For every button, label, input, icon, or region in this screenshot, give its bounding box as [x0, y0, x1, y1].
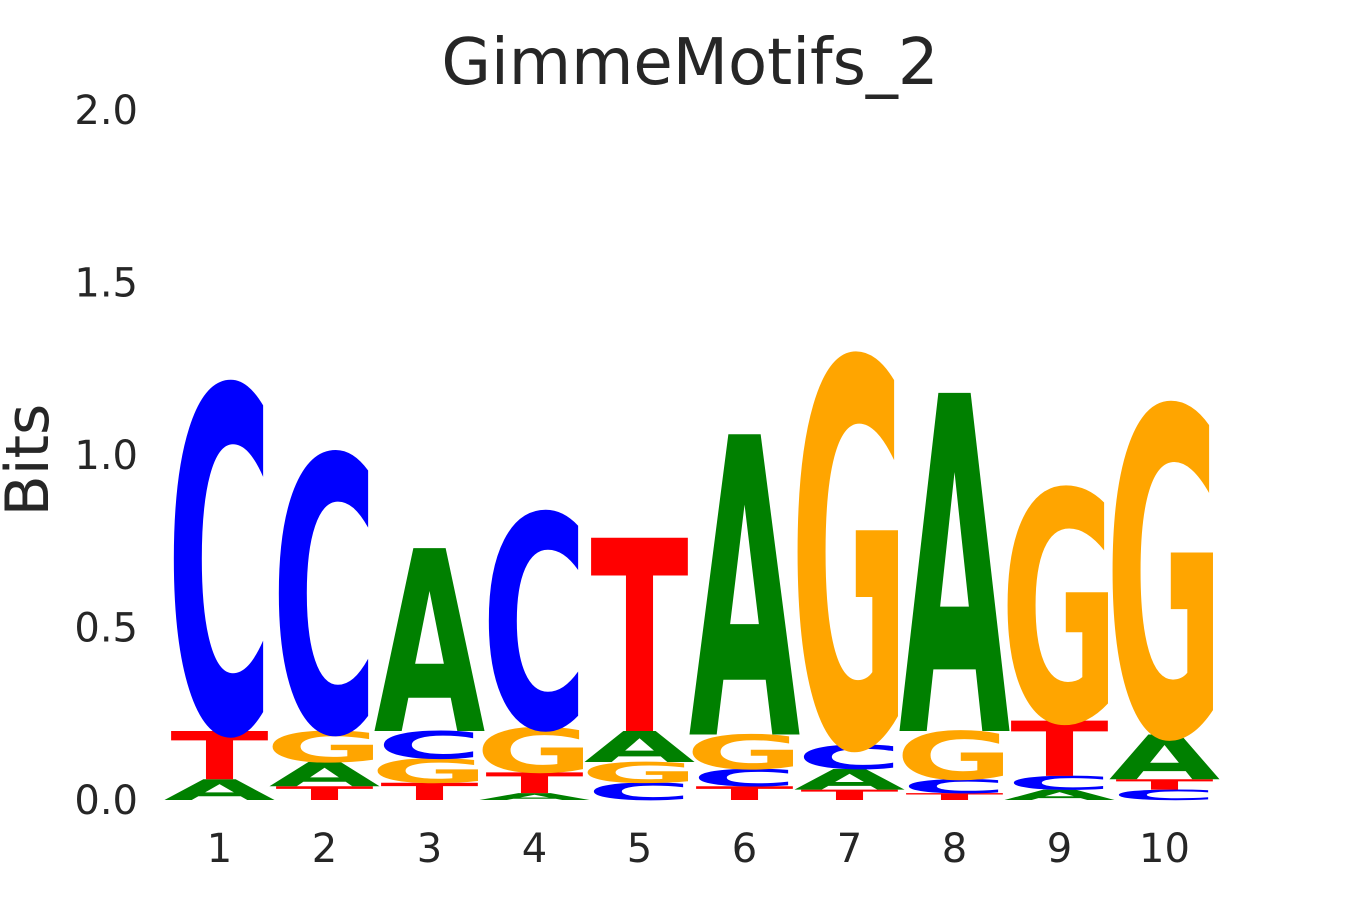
- logo-letter-A: A: [1004, 787, 1115, 804]
- x-tick-label: 8: [942, 826, 967, 872]
- x-tick-label: 10: [1139, 826, 1190, 872]
- logo-letter-T: T: [275, 783, 373, 805]
- logo-letter-A: A: [1109, 723, 1221, 795]
- logo-letter-T: T: [905, 791, 1004, 802]
- y-axis-ticks: 0.0 0.5 1.0 1.5 2.0: [74, 88, 138, 824]
- logo-letter-T: T: [800, 787, 899, 804]
- logo-letter-C: C: [1007, 772, 1113, 794]
- x-tick-label: 2: [312, 826, 337, 872]
- logo-letter-A: A: [899, 300, 1012, 840]
- logo-letter-C: C: [272, 379, 378, 820]
- logo-letter-G: G: [370, 752, 488, 791]
- x-tick-label: 7: [837, 826, 862, 872]
- x-tick-label: 1: [207, 826, 232, 872]
- x-tick-label: 3: [417, 826, 442, 872]
- logo-letter-A: A: [164, 774, 275, 807]
- y-axis-label: Bits: [0, 404, 63, 517]
- logo-letter-G: G: [685, 726, 803, 781]
- y-tick-label: 1.0: [74, 433, 138, 479]
- logo-letter-C: C: [692, 764, 798, 792]
- x-tick-label: 6: [732, 826, 757, 872]
- logo-letter-T: T: [380, 778, 478, 806]
- logo-letter-T: T: [590, 486, 688, 794]
- x-tick-label: 4: [522, 826, 547, 872]
- logo-letter-A: A: [584, 723, 695, 773]
- logo-letter-G: G: [580, 757, 698, 790]
- logo-letter-G: G: [475, 716, 593, 788]
- y-tick-label: 0.0: [74, 778, 138, 824]
- y-tick-label: 1.5: [74, 261, 138, 307]
- logo-letter-C: C: [377, 723, 483, 767]
- logo-letter-C: C: [587, 778, 693, 806]
- logo-letter-A: A: [689, 353, 801, 832]
- logo-letter-G: G: [895, 718, 1013, 795]
- logo-letter-T: T: [1115, 777, 1214, 794]
- y-tick-label: 0.5: [74, 606, 138, 652]
- chart-title: GimmeMotifs_2: [441, 26, 938, 100]
- y-tick-label: 2.0: [74, 88, 138, 134]
- x-tick-label: 9: [1047, 826, 1072, 872]
- logo-letter-T: T: [1010, 706, 1108, 794]
- logo-letter-T: T: [695, 783, 793, 805]
- logo-letter-G: G: [790, 252, 908, 870]
- logo-letter-C: C: [902, 776, 1008, 798]
- logo-letter-C: C: [797, 738, 903, 777]
- logo-letter-C: C: [1112, 787, 1218, 804]
- x-tick-label: 5: [627, 826, 652, 872]
- logo-letter-A: A: [794, 764, 905, 797]
- logo-letter-G: G: [265, 723, 383, 773]
- logo-letter-T: T: [170, 718, 268, 795]
- logo-letter-C: C: [482, 455, 588, 798]
- logo-letter-G: G: [1105, 317, 1223, 841]
- logo-letter-T: T: [485, 767, 584, 800]
- logo-letter-A: A: [374, 499, 485, 791]
- logo-letter-A: A: [269, 755, 381, 794]
- logo-column: ATC: [164, 293, 275, 844]
- x-axis-ticks: 1 2 3 4 5 6 7 8 9 10: [207, 826, 1190, 872]
- logo-letter-A: A: [479, 791, 590, 802]
- logo-letter-C: C: [167, 293, 273, 844]
- logo-letter-G: G: [1000, 427, 1118, 797]
